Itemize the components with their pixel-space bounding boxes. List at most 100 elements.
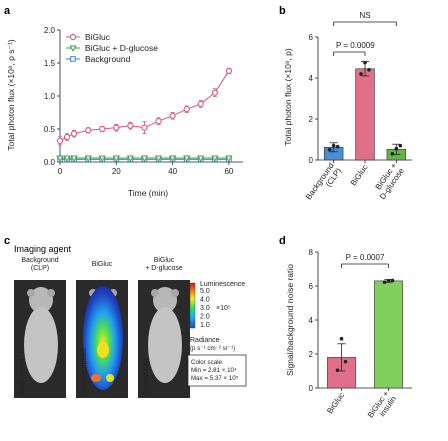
mouse-ear	[171, 289, 179, 297]
data-point	[335, 144, 340, 149]
radiance-label: Radiance	[190, 337, 220, 344]
image-2: BiGluc Glucose uptake	[76, 261, 128, 398]
image-1: Background (CLP) Background	[14, 257, 66, 398]
data-point	[155, 117, 162, 125]
data-point	[169, 112, 176, 119]
panel-a-series	[56, 67, 233, 163]
mouse-ear	[47, 289, 55, 297]
image-label: Background (CLP)	[21, 257, 58, 272]
y-tick-label: 0.0	[44, 158, 56, 167]
data-point	[339, 336, 344, 341]
data-point	[394, 146, 399, 151]
data-point	[63, 133, 71, 141]
category-label: BiGluc	[325, 391, 346, 415]
image-side-label: Background	[19, 359, 26, 396]
luminescence-hotspot	[97, 342, 109, 358]
category-label: Background(CLP)	[304, 161, 343, 207]
series-bigluc	[56, 67, 233, 146]
panel-b-annotations: NS P = 0.0009	[333, 11, 397, 56]
data-point	[63, 155, 71, 162]
panel-a-ylabel: Total photon flux (×10⁸, p s⁻¹)	[6, 39, 16, 150]
mouse-body	[24, 307, 58, 383]
image-label: BiGluc + D-glucose	[145, 257, 183, 272]
y-tick-label: 2.0	[44, 26, 56, 35]
bar-2	[355, 68, 375, 161]
bar-2	[374, 280, 403, 389]
legend-marker	[70, 56, 76, 62]
color-scale-text: Color scale	[191, 359, 223, 366]
data-point	[99, 125, 106, 133]
data-point	[197, 100, 204, 108]
scale-unit: ×10⁵	[216, 305, 231, 312]
data-point	[197, 155, 205, 162]
p-value-label: P = 0.0009	[336, 41, 375, 50]
data-point	[225, 155, 233, 162]
data-point	[390, 152, 395, 156]
luminescence-hotspot	[91, 374, 101, 382]
scale-title: Luminescence	[200, 281, 245, 288]
data-point	[112, 155, 120, 162]
data-point	[140, 155, 149, 162]
mouse-body	[148, 307, 182, 383]
data-point	[85, 127, 92, 134]
data-point	[84, 155, 92, 162]
radiance-unit: (p s⁻¹ cm⁻² sr⁻¹)	[190, 345, 235, 352]
y-tick-label: 6	[309, 33, 314, 42]
x-tick-label: 0	[58, 167, 63, 176]
data-point	[225, 67, 233, 75]
panel-b-letter: b	[279, 5, 286, 17]
y-tick-label: 1.0	[44, 92, 56, 101]
luminescence-hotspot	[106, 374, 114, 382]
series-bigluc-d-glucose	[56, 155, 233, 162]
data-point	[211, 155, 219, 162]
scale-bar	[189, 282, 196, 329]
color-scale-text: Min = 2.81 × 10⁴	[191, 367, 237, 374]
image-3: BiGluc + D-glucose Competition	[138, 257, 190, 398]
color-scale-text: Max = 5.37 × 10⁵	[191, 375, 239, 382]
data-point	[398, 143, 403, 148]
panel-d-ylabel: Signal/background noise ratio	[285, 264, 295, 376]
y-tick-label: 0	[309, 156, 314, 165]
data-point	[168, 155, 177, 162]
data-point	[390, 278, 395, 283]
panel-d-bars	[327, 278, 403, 389]
data-point	[70, 155, 78, 162]
data-point	[127, 122, 134, 129]
panel-c-title: Imaging agent	[14, 244, 72, 254]
y-tick-label: 8	[309, 248, 314, 257]
panel-b-bars	[323, 60, 407, 161]
data-point	[56, 137, 64, 144]
panel-d-annotations: P = 0.0007	[341, 253, 389, 268]
data-point	[56, 155, 64, 162]
data-point	[154, 155, 163, 162]
data-point	[126, 155, 135, 162]
image-side-label: Competition	[143, 359, 150, 396]
panel-a-letter: a	[4, 5, 11, 17]
panel-a-xlabel: Time (min)	[128, 188, 168, 198]
legend-marker	[69, 45, 77, 52]
scale-tick-label: 1.0	[200, 322, 210, 329]
panel-b: b Total photon flux (×10⁸, p) 0 2 4 6 Backgr…	[279, 5, 412, 207]
y-tick-label: 4	[309, 316, 314, 325]
y-tick-label: 4	[309, 74, 314, 83]
panel-a: a Total photon flux (×10⁸, p s⁻¹) Time (…	[4, 5, 243, 198]
ns-label: NS	[359, 11, 370, 20]
mouse-head	[153, 287, 177, 313]
x-tick-label: 20	[112, 167, 121, 176]
y-tick-label: 2	[309, 115, 314, 124]
data-point	[386, 279, 391, 283]
panel-d: d Signal/background noise ratio 0 2 4 6 8 BiG…	[279, 235, 412, 419]
mouse-head	[29, 287, 53, 313]
scale-tick-label: 4.0	[200, 297, 210, 304]
panel-d-letter: d	[279, 235, 286, 247]
mouse-ear	[151, 289, 159, 297]
p-value-label: P = 0.0007	[346, 253, 385, 262]
x-tick-label: 60	[224, 167, 233, 176]
category-label: BiGluc +D-glucose	[370, 161, 406, 201]
data-point	[359, 72, 363, 76]
data-point	[327, 147, 332, 152]
data-point	[141, 124, 148, 131]
mouse-ear	[27, 289, 35, 297]
